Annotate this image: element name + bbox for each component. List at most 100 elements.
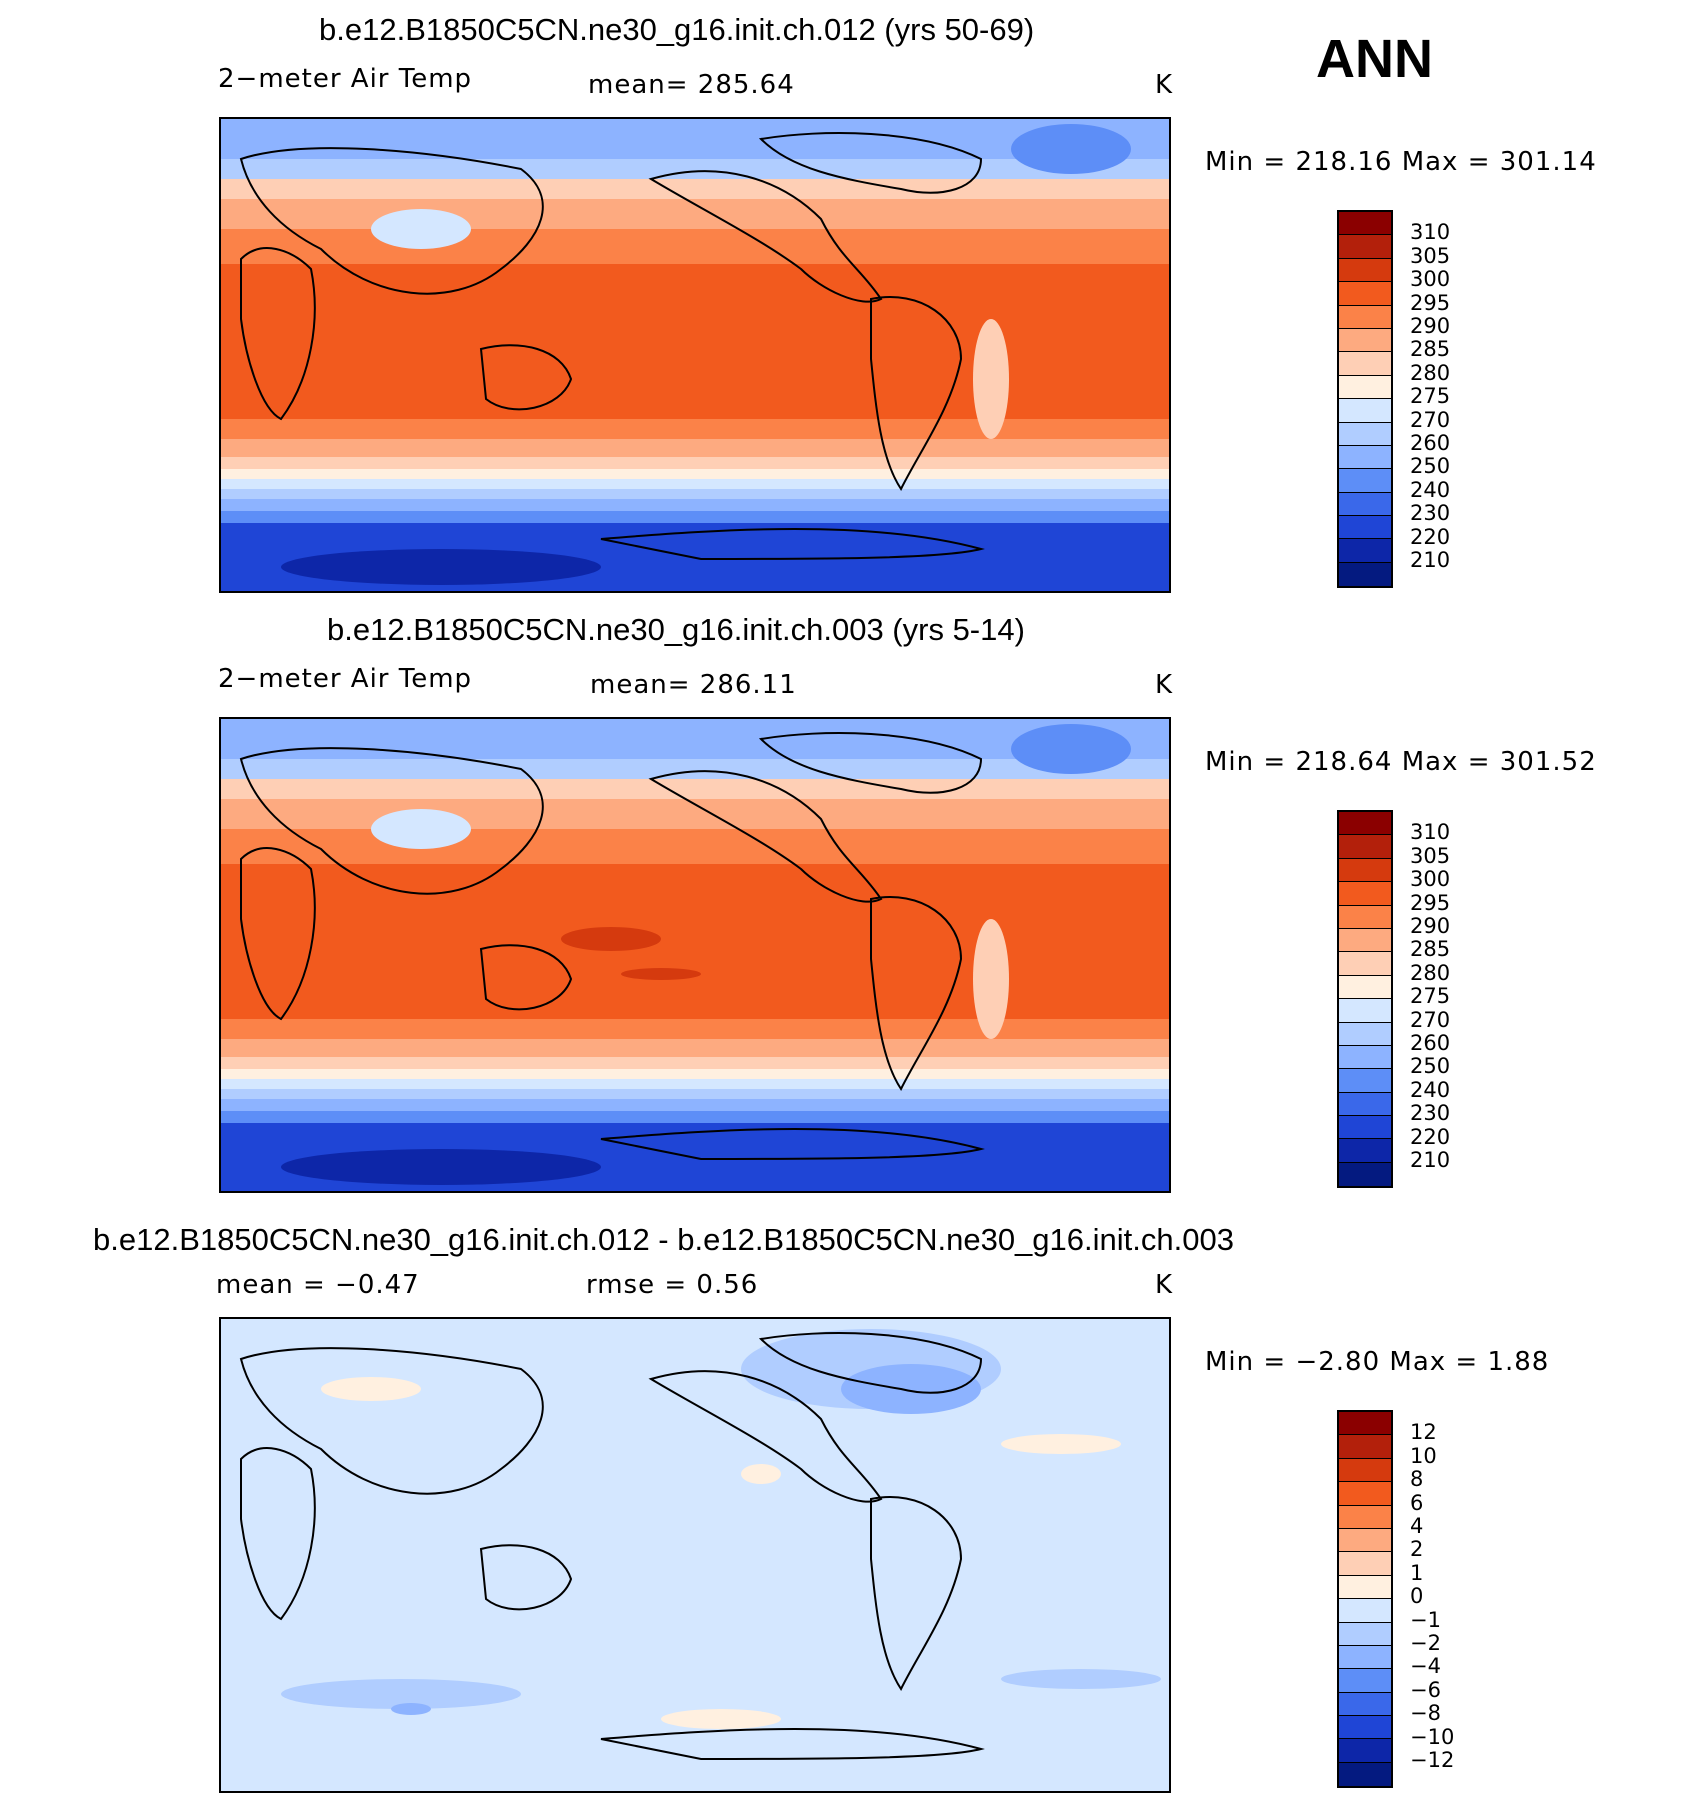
colorbar-segment xyxy=(1339,562,1391,587)
colorbar-tick-label: 260 xyxy=(1410,431,1451,455)
panel-2-variable-label: 2−meter Air Temp xyxy=(218,664,473,694)
colorbar-segment xyxy=(1339,858,1391,883)
colorbar-tick-label: 275 xyxy=(1410,384,1451,409)
colorbar-segment xyxy=(1339,445,1391,470)
panel-2-mean-label: mean= 286.11 xyxy=(590,670,797,700)
panel-1-units-label: K xyxy=(1155,70,1174,100)
panel-3-mean-label: mean = −0.47 xyxy=(216,1270,420,1300)
panel-3-units-label: K xyxy=(1155,1270,1174,1300)
colorbar-tick-label: −8 xyxy=(1410,1701,1441,1726)
colorbar-segment xyxy=(1339,1458,1391,1483)
colorbar-tick-label: 280 xyxy=(1410,960,1451,985)
colorbar-tick-label: 230 xyxy=(1410,1101,1451,1126)
colorbar-tick-label: 285 xyxy=(1410,337,1451,362)
colorbar-tick-label: 2 xyxy=(1410,1537,1424,1562)
colorbar-tick-label: −6 xyxy=(1410,1677,1441,1702)
colorbar-tick-label: 300 xyxy=(1410,267,1451,292)
panel-3-colorbar xyxy=(1337,1410,1393,1789)
panel-1-map-svg xyxy=(221,119,1169,591)
colorbar-tick-label: 240 xyxy=(1410,1077,1451,1102)
colorbar-tick-label: 1 xyxy=(1410,1560,1424,1585)
colorbar-segment xyxy=(1339,905,1391,929)
colorbar-tick-label: −10 xyxy=(1410,1724,1455,1749)
colorbar-tick-label: 0 xyxy=(1410,1584,1424,1609)
colorbar-segment xyxy=(1339,1022,1391,1046)
colorbar-segment xyxy=(1339,212,1391,236)
colorbar-tick-label: 220 xyxy=(1410,1124,1451,1149)
panel-3-rmse-label: rmse = 0.56 xyxy=(586,1270,759,1300)
colorbar-tick-label: 210 xyxy=(1410,1148,1451,1172)
colorbar-tick-label: −2 xyxy=(1410,1631,1441,1655)
panel-3-difference-map xyxy=(219,1317,1171,1793)
colorbar-segment xyxy=(1339,1482,1391,1506)
colorbar-segment xyxy=(1339,1552,1391,1576)
panel-2-units-label: K xyxy=(1155,670,1174,700)
colorbar-tick-label: 250 xyxy=(1410,1054,1451,1079)
panel-2-colorbar xyxy=(1337,810,1393,1189)
colorbar-tick-label: 12 xyxy=(1410,1420,1437,1445)
colorbar-segment xyxy=(1339,1575,1391,1600)
colorbar-tick-label: 250 xyxy=(1410,454,1451,479)
colorbar-segment xyxy=(1339,999,1391,1023)
colorbar-tick-label: 260 xyxy=(1410,1031,1451,1055)
colorbar-tick-label: −4 xyxy=(1410,1654,1441,1679)
colorbar-segment xyxy=(1339,1092,1391,1117)
colorbar-segment xyxy=(1339,1692,1391,1717)
colorbar-tick-label: 305 xyxy=(1410,843,1451,868)
colorbar-segment xyxy=(1339,328,1391,353)
colorbar-segment xyxy=(1339,812,1391,836)
panel-3-minmax-label: Min = −2.80 Max = 1.88 xyxy=(1205,1347,1550,1377)
colorbar-segment xyxy=(1339,1069,1391,1093)
colorbar-tick-label: 4 xyxy=(1410,1514,1424,1538)
colorbar-segment xyxy=(1339,1412,1391,1436)
colorbar-tick-label: 300 xyxy=(1410,867,1451,892)
colorbar-segment xyxy=(1339,1435,1391,1459)
colorbar-segment xyxy=(1339,539,1391,563)
colorbar-segment xyxy=(1339,1505,1391,1529)
colorbar-segment xyxy=(1339,258,1391,283)
colorbar-segment xyxy=(1339,1645,1391,1670)
colorbar-tick-label: 310 xyxy=(1410,220,1451,245)
panel-2-temperature-map xyxy=(219,717,1171,1193)
colorbar-tick-label: −1 xyxy=(1410,1607,1441,1632)
colorbar-segment xyxy=(1339,928,1391,953)
panel-1-variable-label: 2−meter Air Temp xyxy=(218,64,473,94)
colorbar-segment xyxy=(1339,235,1391,259)
panel-2-minmax-label: Min = 218.64 Max = 301.52 xyxy=(1205,747,1597,777)
panel-1-temperature-map xyxy=(219,117,1171,593)
colorbar-segment xyxy=(1339,1739,1391,1763)
colorbar-tick-label: 310 xyxy=(1410,820,1451,845)
colorbar-tick-label: 230 xyxy=(1410,501,1451,526)
colorbar-segment xyxy=(1339,305,1391,329)
colorbar-tick-label: 220 xyxy=(1410,524,1451,549)
panel-2-map-svg xyxy=(221,719,1169,1191)
colorbar-segment xyxy=(1339,352,1391,376)
colorbar-segment xyxy=(1339,516,1391,540)
colorbar-tick-label: −12 xyxy=(1410,1748,1455,1772)
colorbar-segment xyxy=(1339,399,1391,423)
panel-2-title: b.e12.B1850C5CN.ne30_g16.init.ch.003 (yr… xyxy=(327,612,1025,647)
colorbar-segment xyxy=(1339,952,1391,976)
season-label: ANN xyxy=(1316,29,1433,89)
colorbar-tick-label: 210 xyxy=(1410,548,1451,572)
colorbar-tick-label: 290 xyxy=(1410,914,1451,938)
panel-1-title: b.e12.B1850C5CN.ne30_g16.init.ch.012 (yr… xyxy=(319,12,1035,47)
colorbar-segment xyxy=(1339,1599,1391,1623)
colorbar-tick-label: 295 xyxy=(1410,890,1451,915)
colorbar-segment xyxy=(1339,835,1391,859)
colorbar-tick-label: 295 xyxy=(1410,290,1451,315)
colorbar-tick-label: 280 xyxy=(1410,360,1451,385)
colorbar-tick-label: 8 xyxy=(1410,1467,1424,1492)
colorbar-segment xyxy=(1339,1762,1391,1787)
panel-1-minmax-label: Min = 218.16 Max = 301.14 xyxy=(1205,147,1597,177)
colorbar-tick-label: 270 xyxy=(1410,407,1451,432)
colorbar-segment xyxy=(1339,1139,1391,1163)
colorbar-segment xyxy=(1339,975,1391,1000)
colorbar-tick-label: 290 xyxy=(1410,314,1451,338)
colorbar-segment xyxy=(1339,422,1391,446)
panel-1-colorbar xyxy=(1337,210,1393,589)
colorbar-segment xyxy=(1339,1045,1391,1070)
colorbar-tick-label: 6 xyxy=(1410,1490,1424,1515)
colorbar-segment xyxy=(1339,492,1391,517)
colorbar-tick-label: 305 xyxy=(1410,243,1451,268)
